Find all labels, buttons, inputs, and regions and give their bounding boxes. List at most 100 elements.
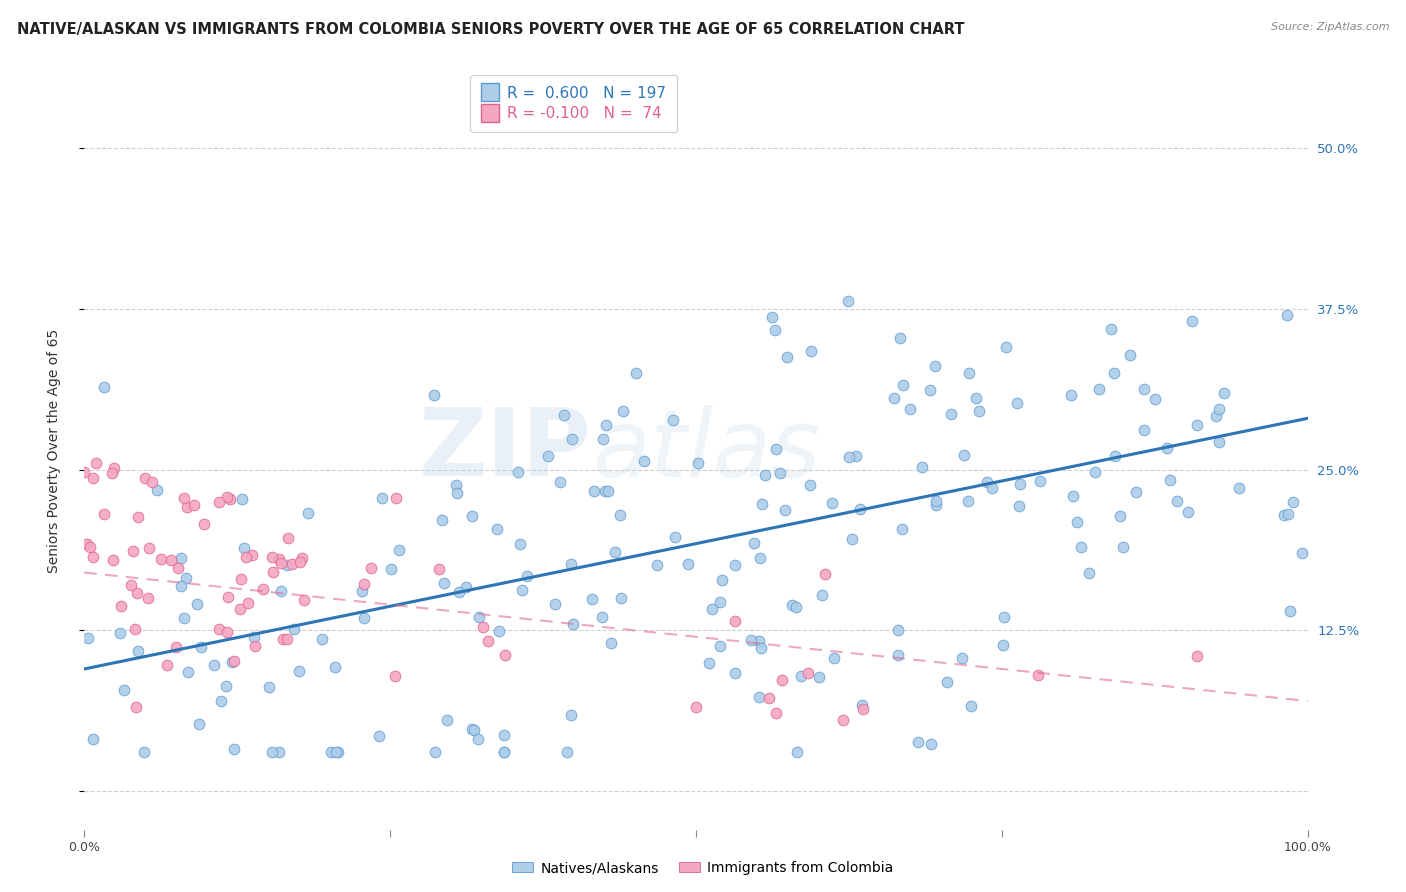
Point (593, 483, 616, 498)
Point (217, 490, 239, 504)
Point (132, 746, 155, 760)
Point (385, 491, 408, 505)
Point (122, 544, 145, 558)
Point (170, 551, 193, 566)
Point (780, 599, 803, 613)
Point (838, 450, 860, 464)
Point (1102, 366, 1125, 380)
Point (371, 491, 394, 505)
Point (889, 330, 911, 344)
Point (1282, 494, 1305, 508)
Point (555, 746, 578, 760)
Point (110, 599, 132, 613)
Point (510, 583, 533, 598)
Point (1159, 473, 1181, 487)
Point (1005, 396, 1028, 410)
Point (761, 310, 783, 324)
Point (193, 516, 215, 531)
Point (790, 669, 813, 683)
Point (765, 706, 787, 721)
Legend: R =  0.600   N = 197, R = -0.100   N =  74: R = 0.600 N = 197, R = -0.100 N = 74 (471, 75, 676, 132)
Point (1278, 604, 1301, 618)
Point (959, 699, 981, 714)
Point (173, 491, 195, 506)
Point (1108, 508, 1130, 523)
Point (353, 576, 375, 591)
Point (368, 729, 391, 743)
Point (724, 666, 747, 681)
Point (1125, 484, 1147, 499)
Point (73, 465, 96, 479)
Point (82, 471, 104, 485)
Point (633, 453, 655, 467)
Point (380, 562, 402, 576)
Point (433, 576, 456, 591)
Point (785, 600, 807, 615)
Point (1028, 474, 1050, 488)
Point (461, 722, 484, 736)
Point (150, 552, 173, 566)
Point (891, 378, 914, 392)
Point (1144, 392, 1167, 407)
Point (814, 567, 837, 582)
Point (1277, 309, 1299, 323)
Point (281, 557, 304, 571)
Point (271, 632, 294, 646)
Point (174, 572, 197, 586)
Point (233, 541, 256, 555)
Point (1133, 423, 1156, 437)
Point (159, 553, 181, 567)
Point (1208, 401, 1230, 416)
Point (222, 654, 245, 668)
Point (800, 343, 823, 358)
Point (770, 673, 793, 687)
Point (845, 450, 868, 464)
Point (427, 562, 450, 576)
Point (775, 350, 797, 364)
Point (449, 584, 471, 599)
Point (242, 631, 264, 645)
Point (941, 407, 963, 421)
Point (600, 636, 623, 650)
Point (560, 558, 582, 572)
Point (1227, 482, 1250, 496)
Point (1291, 546, 1313, 560)
Point (323, 660, 346, 674)
Point (360, 561, 382, 575)
Point (849, 501, 872, 516)
Point (851, 698, 873, 712)
Point (436, 714, 458, 728)
Point (664, 530, 686, 544)
Point (598, 484, 620, 499)
Point (79, 541, 101, 555)
Point (799, 478, 821, 492)
Point (661, 413, 683, 427)
Point (995, 340, 1018, 354)
Point (1205, 409, 1227, 423)
Point (288, 664, 311, 678)
Point (595, 418, 617, 433)
Point (886, 648, 908, 662)
Point (823, 651, 845, 665)
Point (276, 558, 298, 573)
Point (267, 746, 290, 760)
Point (1112, 540, 1135, 554)
Point (920, 384, 942, 398)
Point (1007, 499, 1029, 513)
Point (837, 294, 859, 309)
Point (456, 581, 478, 595)
Point (120, 578, 142, 592)
Point (993, 609, 1015, 624)
Point (165, 640, 187, 655)
Point (103, 461, 125, 475)
Point (1062, 489, 1084, 503)
Point (773, 503, 796, 517)
Point (176, 500, 198, 515)
Text: ZIP: ZIP (419, 404, 592, 497)
Point (688, 456, 710, 470)
Point (1213, 386, 1236, 401)
Point (744, 536, 766, 550)
Point (257, 681, 280, 695)
Point (711, 573, 734, 587)
Point (548, 475, 571, 490)
